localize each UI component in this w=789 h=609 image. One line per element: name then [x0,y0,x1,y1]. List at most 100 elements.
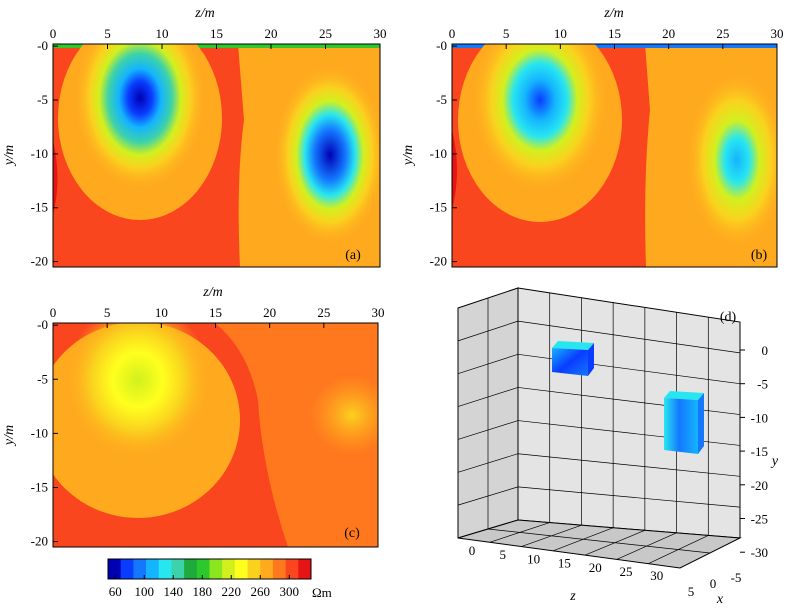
floor [457,519,742,569]
body-small-top [552,341,594,350]
x-tick-label: 0 [50,305,57,320]
y-tick-label: -15 [31,200,48,215]
y-tick-label: -20 [31,534,48,549]
back-wall [517,287,741,539]
colorbar-swatch [171,559,185,579]
x-tick-label: 15 [608,26,621,41]
panel-a-axes: 0 5 10 15 20 25 30 -0 -5 -10 -15 -20 [31,26,387,269]
colorbar-tick-label: 140 [164,584,184,599]
colorbar-swatch [272,559,287,579]
colorbar-tick-label: 180 [193,584,213,599]
panel-b-label: (b) [751,248,768,263]
colorbar-swatch [196,559,210,579]
x-tick-label: 5 [503,26,510,41]
x-tick-label: 0 [710,576,717,591]
panel-a-xlabel: z/m [194,6,214,21]
x-tick-label: 30 [372,305,385,320]
z-tick-label: 0 [469,543,476,558]
y-tick-label: -5 [37,371,48,386]
x-tick-label: 5 [688,584,695,599]
y-tick-label: -0 [37,317,48,332]
y-tick-label: -30 [751,545,768,560]
panel-d-axes: 0-5-10-15-20-25-300 5 10 15 20 25 30 -505 [469,343,768,599]
y-tick-label: -15 [430,200,447,215]
panel-c-ylabel: y/m [2,425,17,447]
colorbar-swatch [298,559,312,579]
grid-line [517,453,741,477]
colorbar-swatch [247,559,261,579]
body-small [552,341,594,376]
panel-c-xlabel: z/m [202,285,222,300]
colorbar-unit: Ωm [312,585,332,600]
y-tick-label: -5 [37,92,48,107]
y-tick-label: -0 [37,38,48,53]
panel-b-axes: 0 5 10 15 20 25 30 -0 -5 -10 -15 -20 [430,26,784,269]
body-large [664,391,704,454]
colorbar-swatch [120,559,134,579]
anomaly-right-core [687,72,777,248]
colorbar-swatch [158,559,172,579]
panel-a-label: (a) [345,248,361,263]
y-tick-label: -20 [751,478,768,493]
z-tick-label: 20 [589,560,602,575]
y-tick-label: -15 [751,444,768,459]
colorbar-tick-label: 100 [135,584,155,599]
y-tick-label: -10 [751,410,768,425]
left-edge-zone [452,130,457,210]
y-tick-label: -20 [31,254,48,269]
panel-d-zlabel: z [569,589,576,604]
x-tick-label: 25 [317,305,330,320]
colorbar-swatch [133,559,147,579]
z-tick-label: 30 [650,568,663,583]
x-tick-label: 15 [209,305,222,320]
panel-c [53,323,378,547]
x-tick-label: 10 [156,26,169,41]
x-tick-label: 10 [554,26,567,41]
anomaly-left-core [66,323,210,458]
colorbar-tick-label: 220 [222,584,242,599]
colorbar-tick-label: 60 [109,584,122,599]
colorbar-swatch [285,559,299,579]
x-tick-label: 30 [771,26,784,41]
x-tick-label: 25 [319,26,332,41]
anomaly-left-core [472,44,608,192]
panel-c-axes: 0 5 10 15 20 25 30 -0 -5 -10 -15 -20 [31,305,385,549]
x-tick-label: -5 [731,570,742,585]
body-large-front [664,398,698,454]
y-tick-label: -15 [31,479,48,494]
panel-a-ylabel: y/m [2,145,17,167]
y-tick-label: -20 [430,254,447,269]
colorbar-frame [107,558,312,580]
y-tick-label: 0 [762,343,769,358]
colorbar-swatch [108,559,122,579]
grid-line [517,320,741,354]
anomaly-right-core [310,375,378,455]
x-tick-label: 10 [155,305,168,320]
panel-a [53,44,380,267]
panel-c-label: (c) [344,526,360,541]
z-tick-label: 5 [500,547,507,562]
anomaly-right-core [274,65,380,245]
panel-d-label: (d) [720,310,737,325]
x-tick-label: 15 [210,26,223,41]
panel-b-xlabel: z/m [603,6,623,21]
x-tick-label: 5 [104,26,111,41]
body-large-top [664,391,704,400]
x-tick-label: 5 [104,305,111,320]
x-tick-label: 20 [263,305,276,320]
z-tick-label: 15 [558,556,571,571]
body-large-side [698,393,704,454]
y-tick-label: -10 [31,425,48,440]
panel-b-ylabel: y/m [401,145,416,167]
y-tick-label: -5 [757,377,768,392]
colorbar: 60 100 140 180 220 260 300 [107,558,312,599]
x-tick-label: 25 [716,26,729,41]
y-tick-label: -0 [436,38,447,53]
panel-d-xlabel: x [716,592,724,607]
panel-d-ylabel: y [770,454,779,469]
body-small-front [552,348,588,376]
z-tick-label: 10 [527,551,540,566]
left-edge-zone [53,140,58,215]
y-tick-label: -10 [430,146,447,161]
